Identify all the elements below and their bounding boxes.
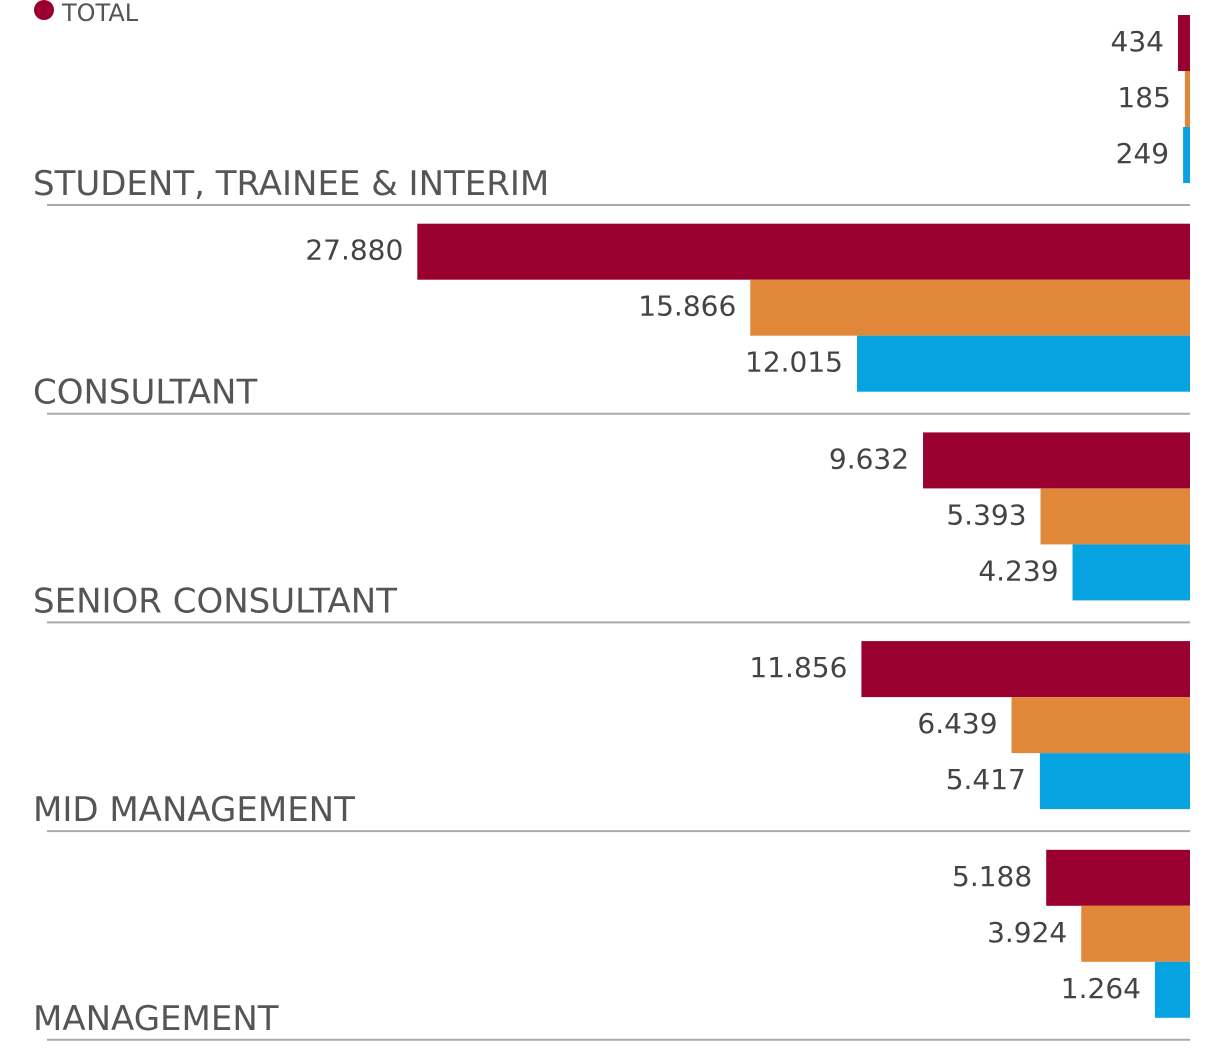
category-label: SENIOR CONSULTANT xyxy=(33,581,397,621)
bar xyxy=(1072,544,1190,601)
category-label: CONSULTANT xyxy=(33,373,257,413)
bar xyxy=(1040,488,1190,545)
category-label: STUDENT, TRAINEE & INTERIM xyxy=(33,164,549,204)
value-label: 9.632 xyxy=(829,442,909,475)
value-label: 4.239 xyxy=(978,554,1058,587)
value-label: 12.015 xyxy=(745,346,843,379)
value-label: 434 xyxy=(1111,25,1164,58)
bar xyxy=(857,335,1190,392)
bar xyxy=(417,223,1191,280)
value-label: 6.439 xyxy=(917,707,997,740)
legend-label: TOTAL xyxy=(61,0,139,27)
bar xyxy=(1081,905,1190,962)
value-label: 249 xyxy=(1116,137,1169,170)
value-label: 1.264 xyxy=(1061,972,1141,1005)
bar xyxy=(1011,697,1190,754)
category-label: MANAGEMENT xyxy=(33,999,279,1039)
bar xyxy=(1184,71,1190,127)
bar xyxy=(923,432,1190,489)
value-label: 5.393 xyxy=(946,498,1026,531)
bar xyxy=(861,641,1190,698)
bar xyxy=(750,279,1190,336)
value-label: 3.924 xyxy=(987,916,1067,949)
value-label: 5.417 xyxy=(946,763,1026,796)
bar xyxy=(1039,753,1190,810)
value-label: 27.880 xyxy=(305,234,403,267)
value-label: 5.188 xyxy=(952,860,1032,893)
legend-marker xyxy=(34,0,54,20)
bar xyxy=(1154,961,1190,1018)
bar xyxy=(1183,127,1190,183)
value-label: 185 xyxy=(1117,81,1170,114)
value-label: 11.856 xyxy=(749,651,847,684)
bar xyxy=(1046,849,1190,906)
category-label: MID MANAGEMENT xyxy=(33,790,355,830)
bar xyxy=(1177,15,1190,71)
value-label: 15.866 xyxy=(638,290,736,323)
